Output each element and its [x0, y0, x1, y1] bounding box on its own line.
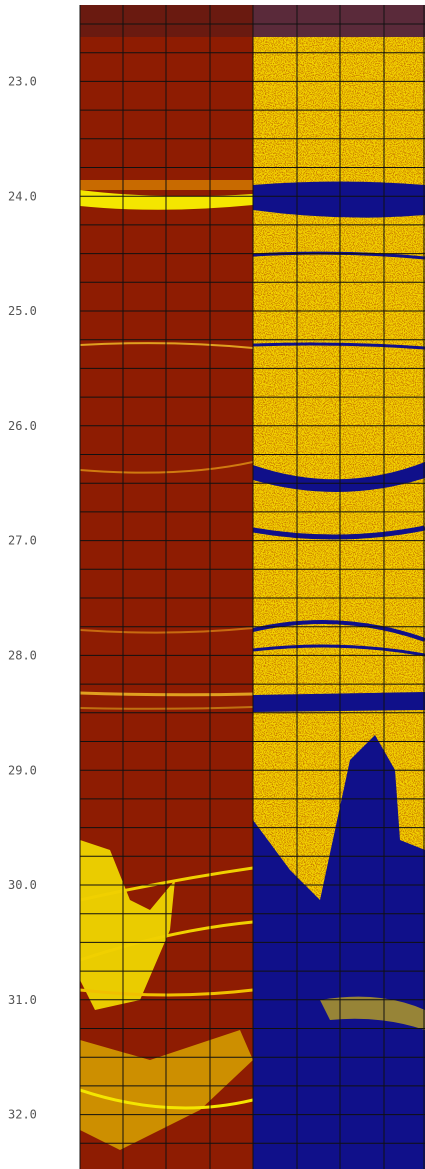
depth-label: 24.0	[8, 189, 37, 203]
depth-label: 31.0	[8, 993, 37, 1007]
depth-label: 30.0	[8, 878, 37, 892]
depth-label: 23.0	[8, 75, 37, 89]
image-grid	[79, 5, 425, 1169]
depth-label: 25.0	[8, 304, 37, 318]
depth-label: 27.0	[8, 534, 37, 548]
depth-label: 29.0	[8, 763, 37, 777]
dynamic-image-track	[253, 5, 425, 1169]
depth-label: 26.0	[8, 419, 37, 433]
depth-label: 28.0	[8, 649, 37, 663]
depth-label: 32.0	[8, 1108, 37, 1122]
